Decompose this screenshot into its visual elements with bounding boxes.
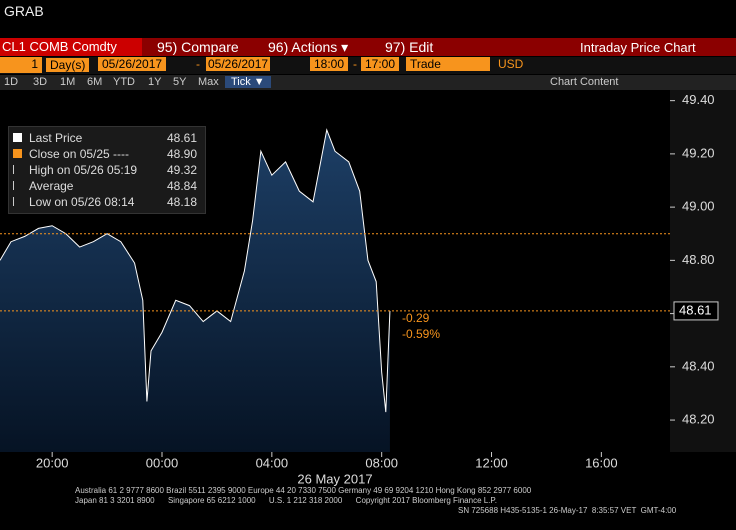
x-tick-label: 00:00: [146, 455, 179, 470]
y-tick-label: 48.80: [682, 252, 715, 267]
legend-value: 48.61: [167, 131, 198, 145]
legend-name: Average: [29, 179, 74, 193]
y-tick-label: 48.20: [682, 411, 715, 426]
y-tick-label: 49.20: [682, 145, 715, 160]
legend-name: Low on 05/26 08:14: [29, 195, 135, 209]
end-time[interactable]: 17:00: [361, 57, 400, 71]
legend-value: 48.18: [167, 195, 198, 209]
footer-line: SN 725688 H435-5135-1 26-May-17 8:35:57 …: [458, 506, 677, 515]
legend-icon: [13, 181, 23, 190]
y-tick-label: 49.40: [682, 92, 715, 107]
range-button[interactable]: 3D: [33, 76, 48, 88]
start-date[interactable]: 05/26/2017: [98, 57, 167, 71]
range-button[interactable]: 6M: [87, 76, 103, 88]
area: [0, 129, 390, 453]
price-tag-label: 48.61: [679, 302, 712, 317]
field-select[interactable]: Trade: [406, 57, 490, 71]
edit-button[interactable]: 97) Edit: [385, 39, 434, 55]
footer-line: Australia 61 2 9777 8600 Brazil 5511 239…: [75, 486, 532, 495]
y-axis-area: [670, 90, 736, 452]
legend-name: High on 05/26 05:19: [29, 163, 138, 177]
legend: Last Price 48.61 Close on 05/25 ---- 48.90 H…: [8, 126, 206, 214]
x-tick-label: 20:00: [36, 455, 69, 470]
change-label: -0.29: [402, 311, 430, 325]
start-time[interactable]: 18:00: [310, 57, 349, 71]
window-title: GRAB: [4, 3, 44, 19]
x-tick-label: 08:00: [365, 455, 398, 470]
range-button[interactable]: Tick ▼: [225, 76, 271, 88]
legend-icon: [13, 197, 23, 206]
range-bar: Chart Content 1D 3D 1M 6M YTD 1Y 5Y Max Tick ▼: [0, 75, 736, 90]
currency: USD: [498, 57, 524, 71]
range-button[interactable]: 5Y: [173, 76, 187, 88]
chart-content-button[interactable]: Chart Content: [550, 76, 619, 88]
legend-value: 48.84: [167, 179, 198, 193]
window-bar: GRAB: [0, 0, 736, 22]
legend-icon: [13, 133, 22, 142]
price-line: [0, 128, 391, 413]
ticker[interactable]: CL1 COMB Comdty: [0, 38, 142, 56]
range-button[interactable]: YTD: [113, 76, 135, 88]
range-button[interactable]: 1Y: [148, 76, 162, 88]
x-axis-label: 26 May 2017: [297, 471, 372, 486]
range-button[interactable]: Max: [198, 76, 219, 88]
legend-icon: [13, 165, 23, 174]
legend-value: 48.90: [167, 147, 198, 161]
range-button[interactable]: 1D: [4, 76, 19, 88]
count-field[interactable]: 1: [0, 57, 42, 73]
x-tick-label: 04:00: [256, 455, 289, 470]
separator: -: [353, 57, 357, 71]
settings-row: 1 Day(s) 05/26/2017 - 05/26/2017 18:00 -…: [0, 57, 736, 74]
x-tick-label: 16:00: [585, 455, 618, 470]
y-tick-label: 48.40: [682, 358, 715, 373]
price-tag: [673, 301, 719, 321]
chart-name: Intraday Price Chart: [580, 40, 696, 55]
chart: 26 May 2017 48.2048.4048.6048.8049.0049.…: [0, 90, 736, 486]
unit-field[interactable]: Day(s): [46, 58, 90, 72]
change-label: -0.59%: [402, 327, 440, 341]
separator: -: [196, 57, 200, 71]
legend-name: Close on 05/25 ----: [29, 147, 130, 161]
toolbar: CL1 COMB Comdty 95) Compare 96) Actions …: [0, 38, 736, 56]
legend-icon: [13, 149, 22, 158]
legend-value: 49.32: [167, 163, 198, 177]
footer-line: Japan 81 3 3201 8900 Singapore 65 6212 1…: [75, 496, 497, 505]
footer: Australia 61 2 9777 8600 Brazil 5511 239…: [0, 486, 736, 530]
x-tick-label: 12:00: [475, 455, 508, 470]
y-tick-label: 49.00: [682, 199, 715, 214]
legend-name: Last Price: [29, 131, 83, 145]
actions-button[interactable]: 96) Actions ▾: [268, 39, 349, 55]
end-date[interactable]: 05/26/2017: [206, 57, 271, 71]
range-button[interactable]: 1M: [60, 76, 76, 88]
compare-button[interactable]: 95) Compare: [157, 39, 239, 55]
